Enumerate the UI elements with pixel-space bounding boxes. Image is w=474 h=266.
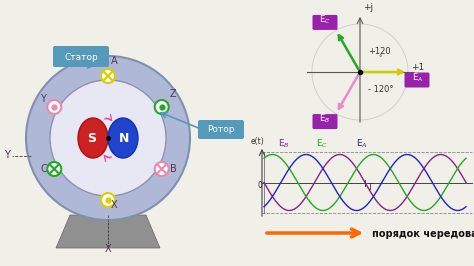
FancyBboxPatch shape <box>312 15 337 30</box>
Text: T: T <box>367 184 372 193</box>
Text: °: ° <box>378 55 382 61</box>
Text: Ротор: Ротор <box>207 126 235 135</box>
Text: N: N <box>119 131 129 144</box>
Circle shape <box>155 100 169 114</box>
Text: e(t): e(t) <box>251 137 265 146</box>
Text: E$_C$: E$_C$ <box>319 13 331 26</box>
Circle shape <box>101 193 115 207</box>
Text: +j: +j <box>363 3 373 12</box>
Circle shape <box>47 100 61 114</box>
Text: C: C <box>40 164 47 174</box>
Text: Статор: Статор <box>64 52 98 61</box>
Polygon shape <box>56 215 160 248</box>
Text: B: B <box>170 164 176 174</box>
Text: порядок чередования: порядок чередования <box>372 229 474 239</box>
FancyBboxPatch shape <box>312 114 337 129</box>
Text: - 120°: - 120° <box>368 85 393 94</box>
Text: S: S <box>88 131 97 144</box>
Circle shape <box>50 80 166 196</box>
Circle shape <box>155 162 169 176</box>
FancyBboxPatch shape <box>198 120 244 139</box>
Text: E$_B$: E$_B$ <box>319 113 330 125</box>
Text: 0: 0 <box>258 181 263 190</box>
Text: +1: +1 <box>411 63 424 72</box>
FancyBboxPatch shape <box>53 46 109 67</box>
Text: E$_C$: E$_C$ <box>316 138 328 151</box>
Ellipse shape <box>78 118 108 158</box>
Text: Y: Y <box>40 94 46 104</box>
Text: E$_B$: E$_B$ <box>278 138 290 151</box>
Text: X: X <box>111 200 118 210</box>
Text: Y: Y <box>4 150 10 160</box>
Text: X: X <box>105 244 111 254</box>
Text: E$_A$: E$_A$ <box>411 71 422 84</box>
Circle shape <box>47 162 61 176</box>
Text: Z: Z <box>170 89 176 99</box>
Ellipse shape <box>108 118 138 158</box>
Text: A: A <box>111 56 118 66</box>
Text: E$_A$: E$_A$ <box>356 138 368 151</box>
FancyBboxPatch shape <box>404 73 429 88</box>
Text: +120: +120 <box>368 47 391 56</box>
Circle shape <box>101 69 115 83</box>
Circle shape <box>26 56 190 220</box>
